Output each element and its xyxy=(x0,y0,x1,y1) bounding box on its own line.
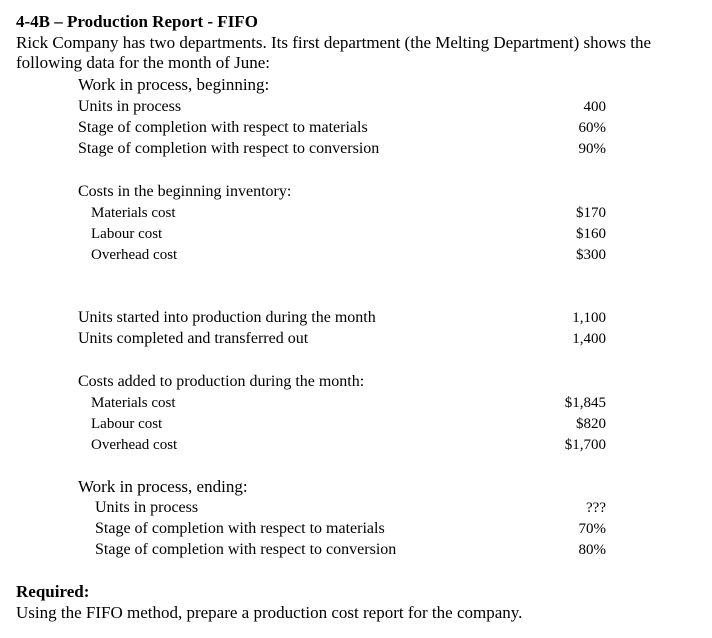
wip-beginning-conversion-label: Stage of completion with respect to conv… xyxy=(78,140,380,157)
wip-ending-units-label: Units in process xyxy=(95,499,199,516)
wip-beginning-materials-value: 60% xyxy=(578,120,607,136)
required-heading: Required: xyxy=(16,582,90,601)
wip-beginning-conversion-value: 90% xyxy=(578,141,607,157)
beginning-overhead-value: $300 xyxy=(576,247,606,263)
document-title: 4-4B – Production Report - FIFO xyxy=(16,12,258,31)
wip-ending-heading: Work in process, ending: xyxy=(78,477,248,496)
wip-ending-materials-label: Stage of completion with respect to mate… xyxy=(95,520,385,537)
units-started-label: Units started into production during the… xyxy=(78,309,376,326)
wip-ending-conversion-label: Stage of completion with respect to conv… xyxy=(95,541,397,558)
intro-line-2: following data for the month of June: xyxy=(16,53,271,72)
added-overhead-value: $1,700 xyxy=(564,437,606,453)
added-costs-heading: Costs added to production during the mon… xyxy=(78,373,365,390)
beginning-materials-label: Materials cost xyxy=(91,205,176,221)
wip-ending-units-value: ??? xyxy=(586,500,606,516)
units-completed-value: 1,400 xyxy=(572,331,606,347)
wip-beginning-units-value: 400 xyxy=(583,99,607,115)
beginning-costs-heading: Costs in the beginning inventory: xyxy=(78,183,292,200)
beginning-labour-label: Labour cost xyxy=(91,226,163,242)
intro-line-1: Rick Company has two departments. Its fi… xyxy=(16,33,652,52)
added-labour-value: $820 xyxy=(576,416,606,432)
added-materials-label: Materials cost xyxy=(91,395,176,411)
required-text: Using the FIFO method, prepare a product… xyxy=(16,603,523,622)
beginning-labour-value: $160 xyxy=(576,226,606,242)
wip-ending-materials-value: 70% xyxy=(578,521,607,537)
added-labour-label: Labour cost xyxy=(91,416,163,432)
added-materials-value: $1,845 xyxy=(564,395,606,411)
added-overhead-label: Overhead cost xyxy=(91,437,178,453)
wip-ending-conversion-value: 80% xyxy=(578,542,607,558)
wip-beginning-materials-label: Stage of completion with respect to mate… xyxy=(78,119,368,136)
beginning-overhead-label: Overhead cost xyxy=(91,247,178,263)
wip-beginning-heading: Work in process, beginning: xyxy=(78,75,270,94)
beginning-materials-value: $170 xyxy=(576,205,606,221)
units-completed-label: Units completed and transferred out xyxy=(78,330,309,347)
wip-beginning-units-label: Units in process xyxy=(78,98,182,115)
units-started-value: 1,100 xyxy=(572,310,606,326)
